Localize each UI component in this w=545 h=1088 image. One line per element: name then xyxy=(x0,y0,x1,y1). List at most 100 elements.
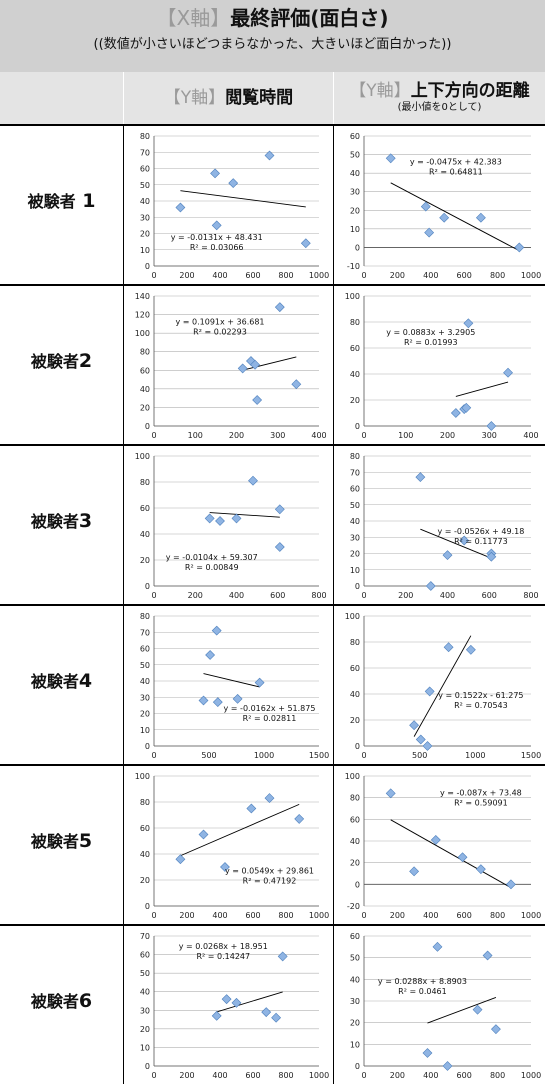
y-tick-label: 50 xyxy=(140,181,150,190)
x-tick-label: 200 xyxy=(229,431,244,440)
y-tick-label: 70 xyxy=(350,468,360,477)
data-point xyxy=(457,852,468,863)
trendline xyxy=(390,819,512,889)
x-tick-label: 800 xyxy=(311,591,326,600)
trendline-equation: y = -0.0526x + 49.18 xyxy=(437,527,524,536)
x-tick-label: 0 xyxy=(361,431,366,440)
y-tick-label: 20 xyxy=(350,206,360,215)
r-squared-label: R² = 0.70543 xyxy=(454,701,508,710)
data-point xyxy=(252,395,263,405)
y-tick-label: 20 xyxy=(140,556,150,565)
x-tick-label: 800 xyxy=(278,271,293,280)
y-tick-label: 60 xyxy=(350,815,360,824)
subject-label-prefix: 被験者 xyxy=(27,192,76,211)
x-tick-label: 0 xyxy=(151,591,156,600)
y-tick-label: 80 xyxy=(350,452,360,461)
x-tick-label: 200 xyxy=(390,1071,405,1080)
y-tick-label: 40 xyxy=(140,530,150,539)
scatter-chart: 0 10 20 30 40 50 60 70 80 0 500 1000 1500 y = -0.0162… xyxy=(124,606,333,764)
data-point xyxy=(212,697,223,708)
data-point xyxy=(274,302,285,313)
subject-label-number: 1 xyxy=(75,190,96,212)
r-squared-label: R² = 0.02811 xyxy=(243,714,297,723)
y-tick-label: 60 xyxy=(140,645,150,654)
data-point xyxy=(271,1012,282,1023)
r-squared-label: R² = 0.64811 xyxy=(429,168,483,177)
y-tick-label: 80 xyxy=(350,638,360,647)
x-tick-label: 1000 xyxy=(521,911,541,920)
y-tick-label: 60 xyxy=(140,504,150,513)
x-tick-label: 400 xyxy=(212,1071,227,1080)
y-tick-label: 20 xyxy=(350,859,360,868)
figure-header: 【X軸】最終評価(面白さ) ((数値が小さいほどつまらなかった、大きいほど面白か… xyxy=(0,0,545,72)
y-tick-label: 50 xyxy=(350,151,360,160)
y-tick-label: -20 xyxy=(347,902,360,911)
data-point xyxy=(220,862,230,872)
y-tick-label: 30 xyxy=(140,213,150,222)
data-point xyxy=(422,741,433,751)
y-tick-label: 0 xyxy=(355,422,360,431)
x-tick-label: 200 xyxy=(390,911,405,920)
figure-title: 【X軸】最終評価(面白さ) xyxy=(0,6,545,30)
data-point xyxy=(277,951,288,962)
x-tick-label: 200 xyxy=(179,911,194,920)
y-tick-label: 60 xyxy=(140,165,150,174)
trendline xyxy=(413,635,472,737)
y-tick-label: 50 xyxy=(350,954,360,963)
y-tick-label: 20 xyxy=(140,403,150,412)
x-tick-label: 1000 xyxy=(521,271,541,280)
y-tick-label: 50 xyxy=(140,969,150,978)
trendline xyxy=(242,356,297,371)
scatter-chart: 0 20 40 60 80 100 0 200 400 600 800 y = -0.0104x + … xyxy=(124,446,333,604)
data-point xyxy=(415,472,426,483)
y-tick-label: 10 xyxy=(140,1043,150,1052)
y-tick-label: 0 xyxy=(145,582,150,591)
data-point xyxy=(422,1048,433,1058)
trendline-equation: y = 0.0549x + 29.861 xyxy=(225,867,314,876)
data-point xyxy=(261,1007,272,1018)
x-tick-label: 600 xyxy=(457,1071,472,1080)
x-tick-label: 0 xyxy=(151,271,156,280)
subject-label: 被験者4 xyxy=(0,668,123,692)
r-squared-label: R² = 0.03066 xyxy=(190,243,244,252)
data-point xyxy=(450,408,461,418)
chart-svg: 0 10 20 30 40 50 60 70 80 0 500 1000 1500 y = -0.0162… xyxy=(140,612,329,760)
y-tick-label: 0 xyxy=(145,422,150,431)
data-point xyxy=(231,997,242,1008)
data-point xyxy=(506,879,516,890)
r-squared-label: R² = 0.01993 xyxy=(404,338,458,347)
trendline-equation: y = -0.0162x + 51.875 xyxy=(224,704,316,713)
data-point xyxy=(475,212,486,223)
subject-label: 被験者 1 xyxy=(0,188,123,212)
trendline-equation: y = -0.0131x + 48.431 xyxy=(171,233,263,242)
y-tick-label: 40 xyxy=(140,197,150,206)
column-header-vertical-distance: 【Y軸】上下方向の距離 (最小値を0として) xyxy=(334,72,545,124)
x-tick-label: 400 xyxy=(423,1071,438,1080)
data-point xyxy=(486,421,497,431)
data-point xyxy=(409,866,420,877)
y-tick-label: 100 xyxy=(345,612,360,621)
x-tick-label: 0 xyxy=(151,1071,156,1080)
y-tick-label: 60 xyxy=(140,951,150,960)
x-tick-label: 0 xyxy=(361,271,366,280)
x-tick-label: 0 xyxy=(151,911,156,920)
scatter-chart: 0 10 20 30 40 50 60 0 200 400 600 800 1000 y = 0.0288… xyxy=(334,926,545,1084)
x-tick-label: 400 xyxy=(440,591,455,600)
scatter-chart: -20 0 20 40 60 80 100 0 200 400 600 800 1000 y = -0.0… xyxy=(334,766,545,924)
column-header-view-time: 【Y軸】閲覧時間 xyxy=(124,72,333,124)
data-point xyxy=(205,650,216,660)
x-tick-label: 0 xyxy=(361,751,366,760)
y-tick-label: 80 xyxy=(140,798,150,807)
x-tick-label: 600 xyxy=(482,591,497,600)
y-tick-label: 80 xyxy=(350,794,360,803)
data-point xyxy=(264,793,275,804)
y-tick-label: 60 xyxy=(350,664,360,673)
data-point xyxy=(294,813,305,824)
y-tick-label: 20 xyxy=(350,396,360,405)
x-tick-label: 200 xyxy=(188,591,203,600)
x-tick-label: 800 xyxy=(490,271,505,280)
subject-label-number: 6 xyxy=(78,990,93,1012)
y-tick-label: 80 xyxy=(140,612,150,621)
